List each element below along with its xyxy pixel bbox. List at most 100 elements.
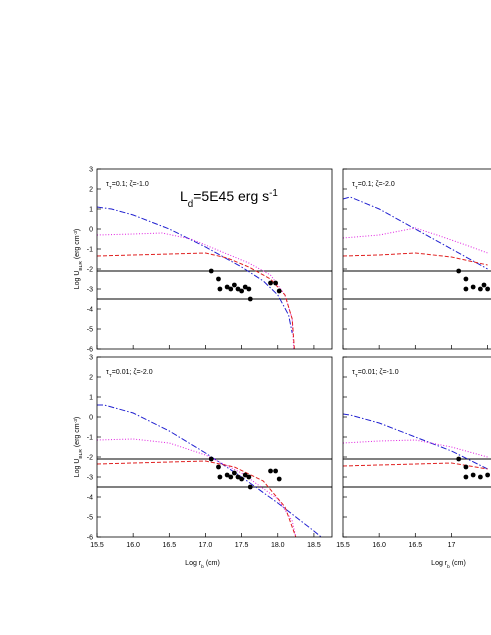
x-tick-label: 18.5 [307, 542, 321, 549]
annotation: τT=0.01; ζ=-1.0 [352, 369, 399, 379]
x-tick-label: 18.0 [271, 542, 285, 549]
data-point [216, 276, 221, 282]
y-tick-label: 2 [89, 187, 93, 194]
annotation: τT=0.01; ζ=-2.0 [106, 369, 153, 379]
data-point [273, 280, 278, 286]
text-part: =0.01; ζ=-1.0 [358, 369, 399, 376]
text-part: τ [106, 369, 109, 376]
text-part: (erg cm [74, 235, 81, 261]
data-point [228, 474, 234, 480]
x-tick-label: 16.5 [408, 542, 422, 549]
data-point [481, 282, 487, 288]
panel [97, 404, 332, 537]
data-point [463, 464, 469, 470]
data-point [208, 456, 214, 462]
panel-frame [96, 168, 333, 350]
text-part: -3 [73, 419, 79, 424]
curve [343, 196, 488, 270]
x-tick-label: 16.0 [126, 542, 140, 549]
y-tick-label: -2 [87, 455, 93, 462]
curve [97, 460, 297, 537]
text-part: BLR [78, 449, 84, 459]
x-tick-label: 16.0 [372, 542, 386, 549]
data-point [216, 464, 221, 470]
data-point [268, 468, 273, 474]
text-part: (erg cm [74, 423, 81, 449]
text-part: L [180, 188, 188, 204]
y-tick-label: -5 [87, 327, 93, 334]
y-tick-label: -3 [87, 287, 93, 294]
text-part: T [109, 185, 112, 191]
panel [343, 413, 491, 488]
y-tick-label: 0 [89, 227, 93, 234]
curve [343, 252, 488, 266]
curve [343, 227, 488, 254]
data-point [247, 296, 253, 302]
y-tick-label: -1 [87, 435, 93, 442]
data-point [477, 474, 483, 480]
x-tick-label: 17 [448, 542, 456, 549]
data-point [224, 472, 230, 478]
data-point [456, 268, 462, 274]
text-part: Log r [185, 560, 202, 567]
data-point [246, 286, 252, 292]
text-part: d [188, 199, 193, 210]
y-tick-label: -4 [87, 495, 93, 502]
text-part: b [201, 564, 204, 570]
y-tick-label: 1 [89, 395, 93, 402]
text-part: τ [106, 181, 109, 188]
text-part: b [447, 564, 450, 570]
data-point [463, 474, 469, 480]
x-axis-label: Log rb (cm) [185, 560, 220, 570]
data-point [239, 476, 245, 482]
curve [97, 252, 295, 349]
text-part: =0.01; ζ=-2.0 [112, 369, 153, 376]
y-tick-label: 3 [89, 355, 93, 362]
text-part: τ [352, 181, 355, 188]
y-tick-label: -3 [87, 475, 93, 482]
y-tick-label: 2 [89, 375, 93, 382]
data-point [268, 280, 273, 286]
text-part: -3 [73, 231, 79, 236]
x-tick-label: 17.0 [199, 542, 213, 549]
data-point [456, 456, 462, 462]
data-point [273, 468, 278, 474]
data-point [485, 472, 491, 478]
text-part: Log r [431, 560, 448, 567]
data-point [231, 470, 237, 476]
data-point [276, 476, 282, 482]
panel-frame [96, 356, 333, 538]
y-tick-label: -2 [87, 267, 93, 274]
data-point [224, 284, 230, 290]
x-tick-label: 15.5 [336, 542, 350, 549]
data-point [242, 284, 248, 290]
y-tick-label: 1 [89, 207, 93, 214]
data-point [463, 286, 469, 292]
text-part: ) [74, 229, 81, 231]
data-point [235, 286, 241, 292]
text-part: τ [352, 369, 355, 376]
curve [343, 462, 488, 470]
text-part: T [355, 185, 358, 191]
data-point [242, 472, 248, 478]
y-tick-label: -4 [87, 307, 93, 314]
chart-title: Ld=5E45 erg s-1 [180, 188, 278, 210]
data-point [217, 286, 223, 292]
text-part: =0.1; ζ=-2.0 [358, 181, 395, 188]
data-point [239, 288, 245, 294]
panel-frame [342, 356, 491, 538]
x-tick-label: 17.5 [235, 542, 249, 549]
data-point [217, 474, 223, 480]
annotation: τT=0.1; ζ=-1.0 [106, 181, 149, 191]
y-axis-label: Log UBLR (erg cm-3) [73, 417, 84, 478]
text-part: =5E45 erg s [193, 188, 269, 204]
data-point [247, 484, 253, 490]
y-tick-label: 0 [89, 415, 93, 422]
panel [97, 206, 332, 349]
curve [97, 404, 322, 537]
curve [97, 232, 295, 349]
data-point [235, 474, 241, 480]
data-point [208, 268, 214, 274]
text-part: T [109, 373, 112, 379]
